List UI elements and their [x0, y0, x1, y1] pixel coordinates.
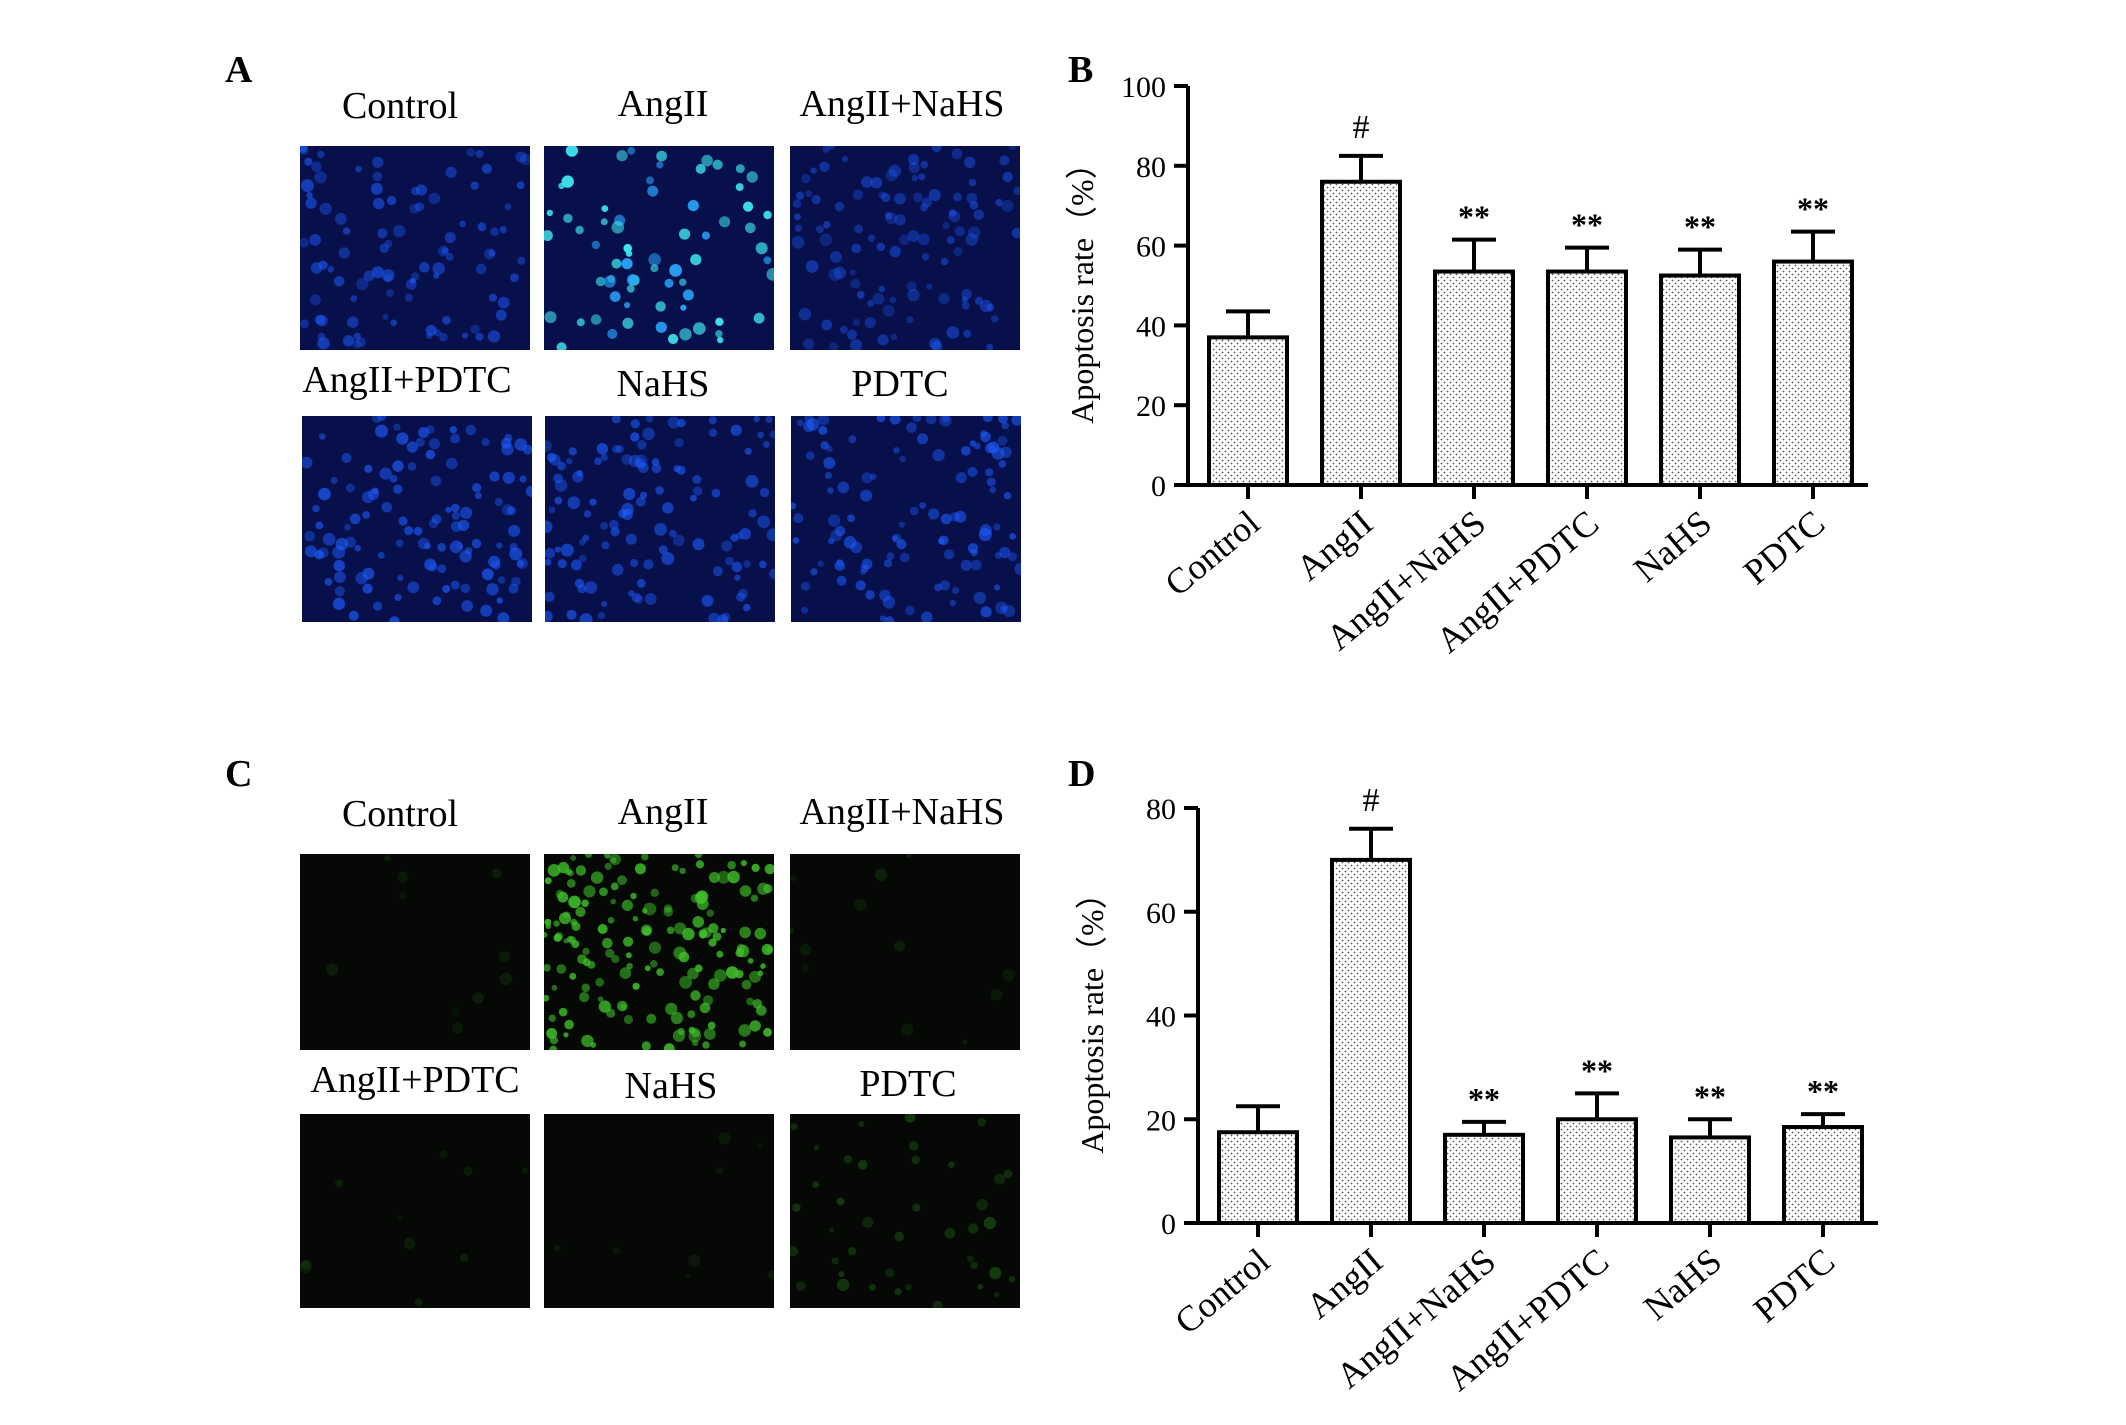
panel-c-label-angii-pdtc: AngII+PDTC [310, 1059, 520, 1101]
chart-d-bar [1330, 857, 1412, 1225]
chart-d-ytick-label: 40 [1146, 1001, 1176, 1034]
chart-d-bar [1217, 1130, 1299, 1225]
panel-letter-d: D [1068, 753, 1096, 795]
chart-b-ytick-label: 20 [1136, 390, 1166, 423]
chart-d-bar [1443, 1132, 1525, 1225]
chart-d-bar [1556, 1117, 1638, 1225]
chart-b-bar [1433, 269, 1515, 487]
chart-d-significance-mark: ** [1468, 1081, 1500, 1117]
panel-letter-a: A [225, 49, 253, 91]
chart-d-significance-mark: ** [1694, 1078, 1726, 1114]
panel-a-image-nahs [545, 416, 775, 622]
chart-b-significance-mark: ** [1458, 199, 1490, 235]
panel-c-label-nahs: NaHS [624, 1065, 718, 1107]
chart-d-ytick-label: 80 [1146, 793, 1176, 826]
chart-b-ytick-label: 0 [1151, 470, 1166, 503]
chart-d-xtick-label: AngII [1299, 1240, 1391, 1326]
chart-d-xtick-label: Control [1167, 1240, 1277, 1341]
chart-d-ytick-label: 0 [1161, 1208, 1176, 1241]
panel-c-image-nahs [544, 1114, 774, 1308]
panel-c-image-angii-pdtc [300, 1114, 530, 1308]
chart-b-ytick-label: 40 [1136, 310, 1166, 343]
chart-d-y-axis-label: Apoptosis rate（%） [1074, 877, 1110, 1153]
chart-b-significance-mark: # [1353, 109, 1370, 146]
panel-a-label-angii-pdtc: AngII+PDTC [302, 359, 512, 401]
chart-d-xtick-label: PDTC [1746, 1240, 1842, 1330]
chart-b-significance-mark: ** [1684, 209, 1716, 245]
chart-d-significance-mark: ** [1581, 1052, 1613, 1088]
chart-b-significance-mark: ** [1571, 207, 1603, 243]
chart-b-significance-mark: ** [1797, 191, 1829, 227]
chart-d-xtick-label: NaHS [1636, 1240, 1729, 1327]
chart-d-significance-mark: # [1363, 782, 1380, 819]
chart-d-bar [1782, 1125, 1864, 1225]
panel-c-image-control [300, 854, 530, 1050]
panel-letter-c: C [225, 753, 253, 795]
panel-a-label-angii: AngII [617, 83, 709, 125]
panel-c-label-angii: AngII [617, 791, 709, 833]
panel-a-image-pdtc [791, 416, 1021, 622]
chart-d-ytick-label: 20 [1146, 1104, 1176, 1137]
panel-c-image-pdtc [790, 1114, 1020, 1308]
chart-b-ytick-label: 60 [1136, 231, 1166, 264]
chart-d-significance-mark: ** [1807, 1073, 1839, 1109]
panel-c-label-pdtc: PDTC [859, 1063, 957, 1105]
chart-b-ytick-label: 80 [1136, 151, 1166, 184]
chart-b-ytick-label: 100 [1121, 71, 1166, 104]
panel-a-label-pdtc: PDTC [851, 363, 949, 405]
panel-letter-b: B [1068, 49, 1094, 91]
panel-a-image-angii-pdtc [302, 416, 532, 622]
chart-d-ytick-label: 60 [1146, 897, 1176, 930]
chart-b-bar [1546, 269, 1628, 487]
panel-a-label-control: Control [341, 85, 459, 127]
panel-c-image-angii-nahs [790, 854, 1020, 1050]
chart-d-bar [1669, 1135, 1751, 1225]
panel-c-image-angii [544, 854, 774, 1050]
panel-c-label-control: Control [341, 793, 459, 835]
panel-a-label-nahs: NaHS [616, 363, 710, 405]
panel-a-image-control [300, 146, 530, 350]
panel-a-image-angii [544, 146, 774, 350]
chart-b-y-axis-label: Apoptosis rate（%） [1064, 147, 1100, 423]
panel-a-image-angii-nahs [790, 146, 1020, 350]
panel-c-label-angii-nahs: AngII+NaHS [799, 791, 1005, 833]
panel-a-label-angii-nahs: AngII+NaHS [799, 83, 1005, 125]
